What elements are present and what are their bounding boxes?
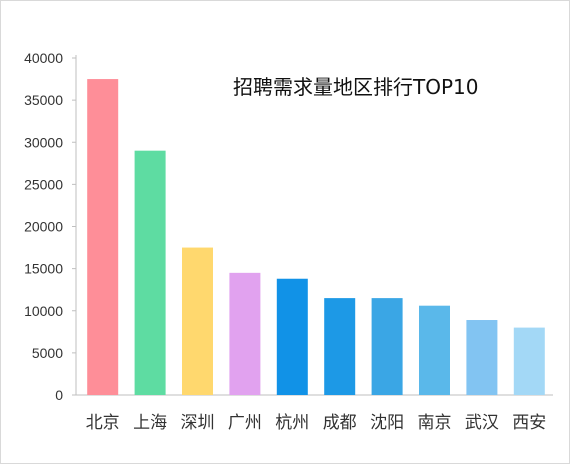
bar-9 (466, 320, 498, 395)
x-category-label: 西安 (512, 413, 546, 433)
y-axis-labels: 0 5000 10000 15000 20000 25000 30000 35000 40000 (24, 50, 63, 403)
y-tick-label: 35000 (24, 92, 63, 108)
bar-8 (419, 305, 450, 395)
bar-2 (134, 150, 166, 395)
x-category-label: 武汉 (465, 413, 499, 433)
y-tick-label: 15000 (24, 261, 63, 277)
x-axis-labels: 北京 上海 深圳 广州 杭州 成都 沈阳 南京 武汉 西安 (86, 413, 547, 433)
bar-4 (229, 272, 261, 395)
y-tick-label: 25000 (24, 176, 63, 192)
x-category-label: 成都 (323, 413, 357, 433)
x-category-label: 广州 (228, 413, 262, 433)
bar-1 (87, 79, 119, 395)
y-tick-label: 30000 (24, 134, 63, 150)
y-tick-label: 5000 (32, 345, 63, 361)
y-tick-label: 20000 (24, 219, 63, 235)
y-tick-label: 10000 (24, 303, 63, 319)
x-category-label: 沈阳 (370, 413, 404, 433)
chart-title: 招聘需求量地区排行TOP10 (233, 75, 478, 99)
bar-7 (371, 298, 403, 395)
x-category-label: 上海 (133, 413, 167, 433)
x-category-label: 北京 (86, 413, 120, 433)
x-category-label: 深圳 (181, 413, 215, 433)
bars (87, 79, 545, 395)
bar-6 (324, 298, 356, 395)
bar-10 (513, 327, 545, 395)
x-category-label: 南京 (418, 413, 452, 433)
bar-3 (182, 247, 213, 395)
y-tick-label: 40000 (24, 50, 63, 66)
bar-5 (276, 278, 308, 395)
y-tick-label: 0 (55, 387, 63, 403)
x-category-label: 杭州 (275, 413, 309, 433)
